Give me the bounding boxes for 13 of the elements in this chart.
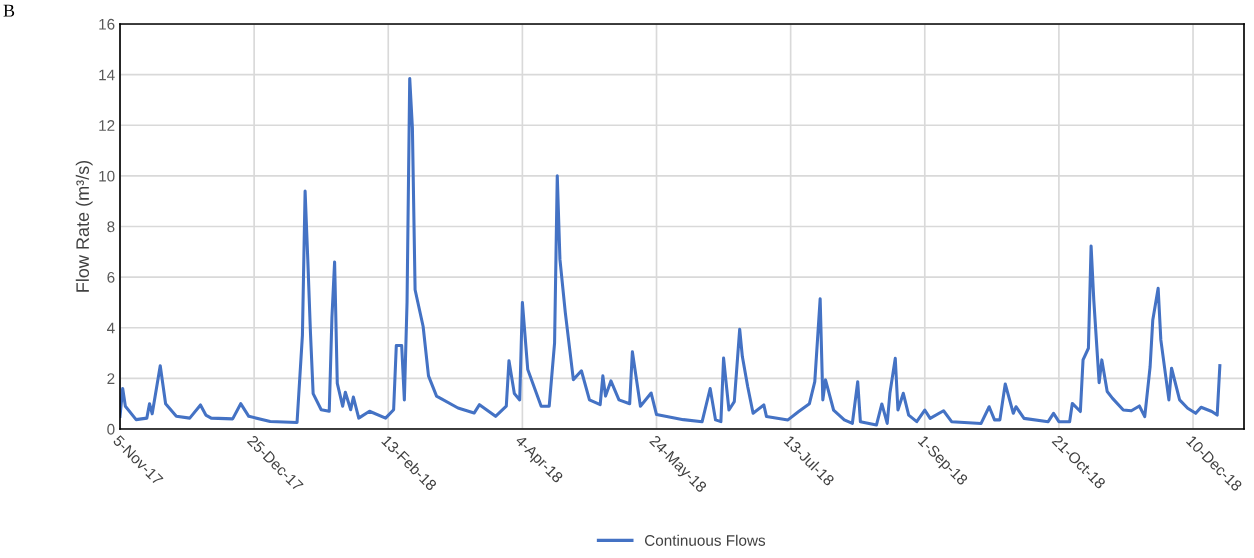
y-tick-label: 8 <box>107 221 115 233</box>
legend-label: Continuous Flows <box>644 534 766 546</box>
y-axis-title: Flow Rate (m³/s) <box>75 160 93 292</box>
y-tick-label: 6 <box>107 271 115 283</box>
y-tick-label: 10 <box>99 170 115 182</box>
y-tick-label: 16 <box>99 18 115 30</box>
y-tick-label: 14 <box>99 69 115 81</box>
y-tick-label: 0 <box>107 423 115 435</box>
text: B <box>3 4 15 17</box>
y-tick-label: 2 <box>107 373 115 384</box>
line-series <box>120 76 1222 427</box>
y-tick-label: 12 <box>99 120 115 131</box>
y-tick-label: 4 <box>106 322 115 334</box>
